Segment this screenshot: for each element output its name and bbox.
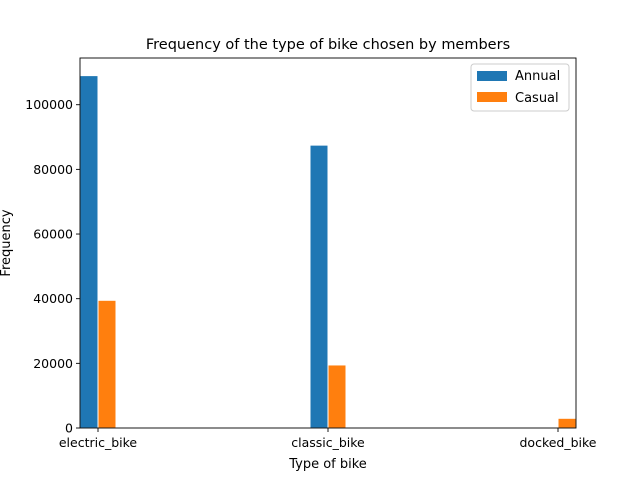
y-axis-ticks: 0 20000 40000 60000 80000 100000 (25, 97, 80, 436)
bar-casual-docked_bike (557, 417, 577, 429)
x-tick-label-classic_bike: classic_bike (291, 435, 365, 450)
y-tick-label: 80000 (33, 162, 73, 177)
legend: Annual Casual (470, 63, 570, 112)
x-axis-label: Type of bike (288, 457, 367, 472)
y-tick-label: 60000 (33, 227, 73, 242)
chart-title: Frequency of the type of bike chosen by … (146, 37, 510, 53)
legend-swatch-casual (477, 92, 507, 102)
legend-swatch-annual (477, 71, 507, 81)
x-tick-label-docked_bike: docked_bike (519, 435, 596, 450)
bar-annual-electric_bike (79, 75, 99, 429)
y-tick-label: 0 (65, 421, 73, 436)
x-tick-label-electric_bike: electric_bike (59, 435, 138, 450)
y-tick-label: 20000 (33, 356, 73, 371)
legend-label-annual: Annual (515, 69, 560, 84)
bar-annual-classic_bike (309, 144, 329, 429)
bars-group (79, 75, 577, 429)
bar-casual-classic_bike (327, 364, 347, 429)
legend-label-casual: Casual (515, 91, 559, 106)
y-axis-label: Frequency (0, 209, 14, 276)
x-axis-ticks: electric_bike classic_bike docked_bike (59, 428, 597, 450)
bar-casual-electric_bike (97, 299, 117, 429)
y-tick-label: 100000 (25, 97, 73, 112)
y-tick-label: 40000 (33, 291, 73, 306)
